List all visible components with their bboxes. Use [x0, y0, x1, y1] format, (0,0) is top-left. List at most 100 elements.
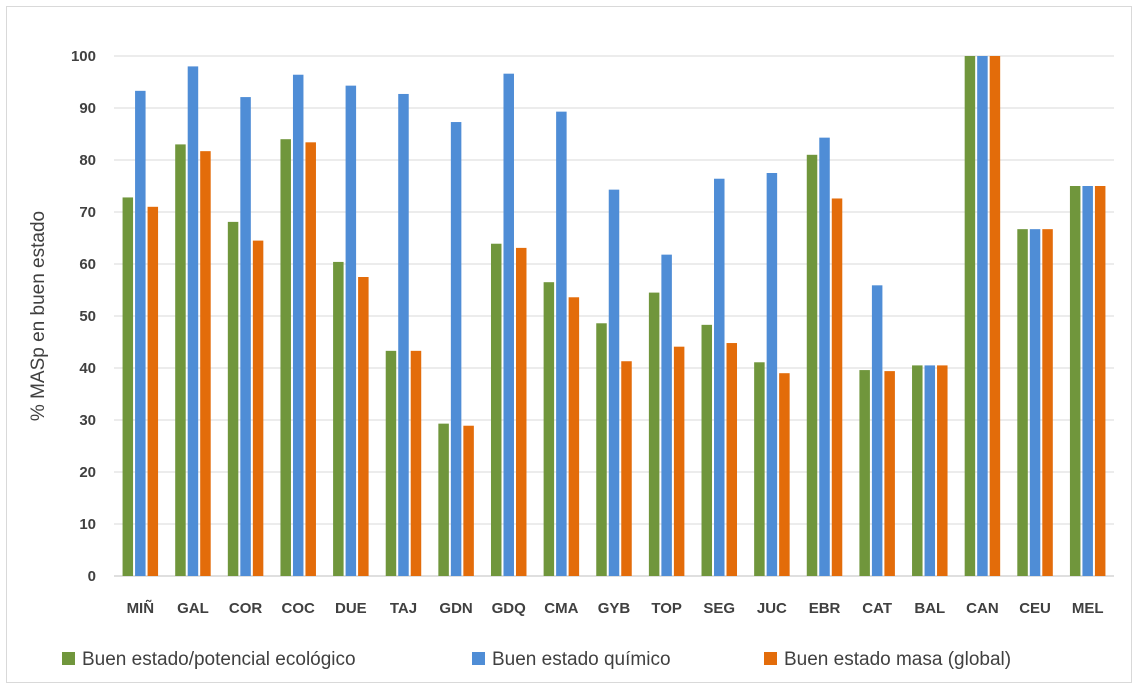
- bar-top-series-2: [661, 254, 672, 576]
- x-tick-label: BAL: [914, 600, 945, 617]
- bar-can-series-2: [977, 56, 988, 576]
- x-tick-label: SEG: [703, 600, 735, 617]
- bar-miñ-series-3: [147, 206, 159, 577]
- bar-coc-series-2: [292, 74, 304, 576]
- bar-cat-series-3: [884, 371, 895, 576]
- legend-label: Buen estado/potencial ecológico: [82, 649, 356, 670]
- legend-swatch: [764, 652, 777, 665]
- x-tick-label: MEL: [1072, 600, 1104, 617]
- bar-gdq-series-1: [490, 243, 502, 576]
- bar-juc-series-1: [754, 362, 765, 576]
- bar-ebr-series-1: [806, 154, 818, 577]
- y-tick-label: 60: [79, 256, 96, 273]
- x-tick-label: EBR: [809, 600, 841, 617]
- bar-cat-series-2: [871, 285, 883, 576]
- bar-gdn-series-3: [463, 425, 474, 576]
- x-tick-label: CMA: [544, 600, 578, 617]
- bar-coc-series-1: [280, 139, 291, 576]
- y-tick-label: 80: [79, 152, 96, 169]
- y-tick-label: 100: [71, 48, 96, 65]
- y-tick-label: 30: [79, 412, 96, 429]
- legend-swatch: [472, 652, 485, 665]
- bar-due-series-3: [358, 277, 369, 576]
- y-axis-title: % MASp en buen estado: [28, 211, 49, 421]
- x-tick-label: TOP: [651, 600, 682, 617]
- x-tick-label: CAT: [862, 600, 892, 617]
- bar-juc-series-2: [766, 173, 778, 576]
- bar-gal-series-1: [175, 144, 186, 576]
- bar-cor-series-3: [252, 240, 264, 576]
- bar-mel-series-1: [1069, 186, 1081, 576]
- bar-cma-series-3: [568, 297, 580, 576]
- x-tick-label: CAN: [966, 600, 999, 617]
- bar-gal-series-3: [200, 151, 211, 576]
- bar-gyb-series-2: [608, 189, 620, 576]
- y-tick-label: 0: [88, 568, 96, 585]
- bar-cat-series-1: [859, 370, 870, 576]
- bar-ebr-series-2: [819, 137, 830, 576]
- bar-due-series-2: [345, 85, 357, 576]
- bar-cma-series-1: [543, 282, 555, 576]
- legend-item: Buen estado/potencial ecológico: [62, 649, 356, 670]
- bar-gal-series-2: [187, 66, 199, 577]
- bar-gdq-series-3: [515, 247, 527, 576]
- bar-ceu-series-2: [1029, 229, 1041, 576]
- bar-miñ-series-2: [135, 90, 146, 576]
- bar-miñ-series-1: [122, 197, 134, 576]
- bars: [122, 56, 1106, 577]
- bar-cor-series-2: [240, 97, 251, 576]
- bar-coc-series-3: [305, 142, 316, 576]
- x-tick-label: CEU: [1019, 600, 1051, 617]
- y-tick-label: 70: [79, 204, 96, 221]
- x-tick-label: GDN: [439, 600, 472, 617]
- bar-cma-series-2: [556, 111, 567, 576]
- legend: Buen estado/potencial ecológico Buen esta…: [62, 649, 1011, 670]
- bar-taj-series-3: [410, 350, 422, 576]
- x-tick-label: JUC: [757, 600, 787, 617]
- bar-top-series-1: [648, 292, 660, 576]
- bar-bal-series-1: [912, 365, 923, 576]
- bar-gdn-series-2: [450, 122, 462, 576]
- x-tick-label: GDQ: [492, 600, 527, 617]
- y-tick-label: 40: [79, 360, 96, 377]
- bar-top-series-3: [673, 346, 685, 576]
- bar-cor-series-1: [227, 221, 239, 576]
- bar-gyb-series-3: [621, 361, 632, 576]
- x-tick-label: COR: [229, 600, 263, 617]
- y-tick-label: 90: [79, 100, 96, 117]
- x-tick-label: TAJ: [390, 600, 417, 617]
- bar-seg-series-2: [714, 178, 725, 576]
- bar-taj-series-2: [398, 93, 409, 577]
- legend-item: Buen estado masa (global): [764, 649, 1011, 670]
- bar-seg-series-1: [701, 324, 713, 576]
- legend-label: Buen estado masa (global): [784, 649, 1011, 670]
- y-tick-label: 20: [79, 464, 96, 481]
- y-tick-labels: 0 10 20 30 40 50 60 70 80 90 100: [71, 48, 96, 585]
- bar-can-series-1: [964, 56, 976, 576]
- x-tick-label: GAL: [177, 600, 209, 617]
- y-tick-label: 50: [79, 308, 96, 325]
- bar-taj-series-1: [385, 350, 397, 576]
- bar-ceu-series-1: [1017, 229, 1028, 576]
- x-tick-label: DUE: [335, 600, 367, 617]
- y-tick-label: 10: [79, 516, 96, 533]
- bar-mel-series-3: [1094, 186, 1106, 576]
- bar-gyb-series-1: [596, 323, 607, 576]
- legend-label: Buen estado químico: [492, 649, 671, 670]
- x-tick-label: GYB: [598, 600, 631, 617]
- x-tick-label: COC: [282, 600, 316, 617]
- bar-gdq-series-2: [503, 73, 514, 577]
- bar-gdn-series-1: [438, 423, 449, 576]
- legend-swatch: [62, 652, 75, 665]
- bar-ebr-series-3: [831, 198, 843, 577]
- legend-item: Buen estado químico: [472, 649, 671, 670]
- x-tick-label: MIÑ: [127, 599, 155, 617]
- x-tick-labels: MIÑ GAL COR COC DUE TAJ GDN GDQ CMA GYB TOP SEG JUC E…: [127, 599, 1104, 617]
- bar-can-series-3: [989, 56, 1001, 576]
- bar-bal-series-2: [924, 365, 936, 576]
- bar-seg-series-3: [726, 343, 738, 576]
- bar-bal-series-3: [937, 365, 948, 576]
- bar-mel-series-2: [1082, 186, 1093, 576]
- bar-ceu-series-3: [1042, 229, 1053, 576]
